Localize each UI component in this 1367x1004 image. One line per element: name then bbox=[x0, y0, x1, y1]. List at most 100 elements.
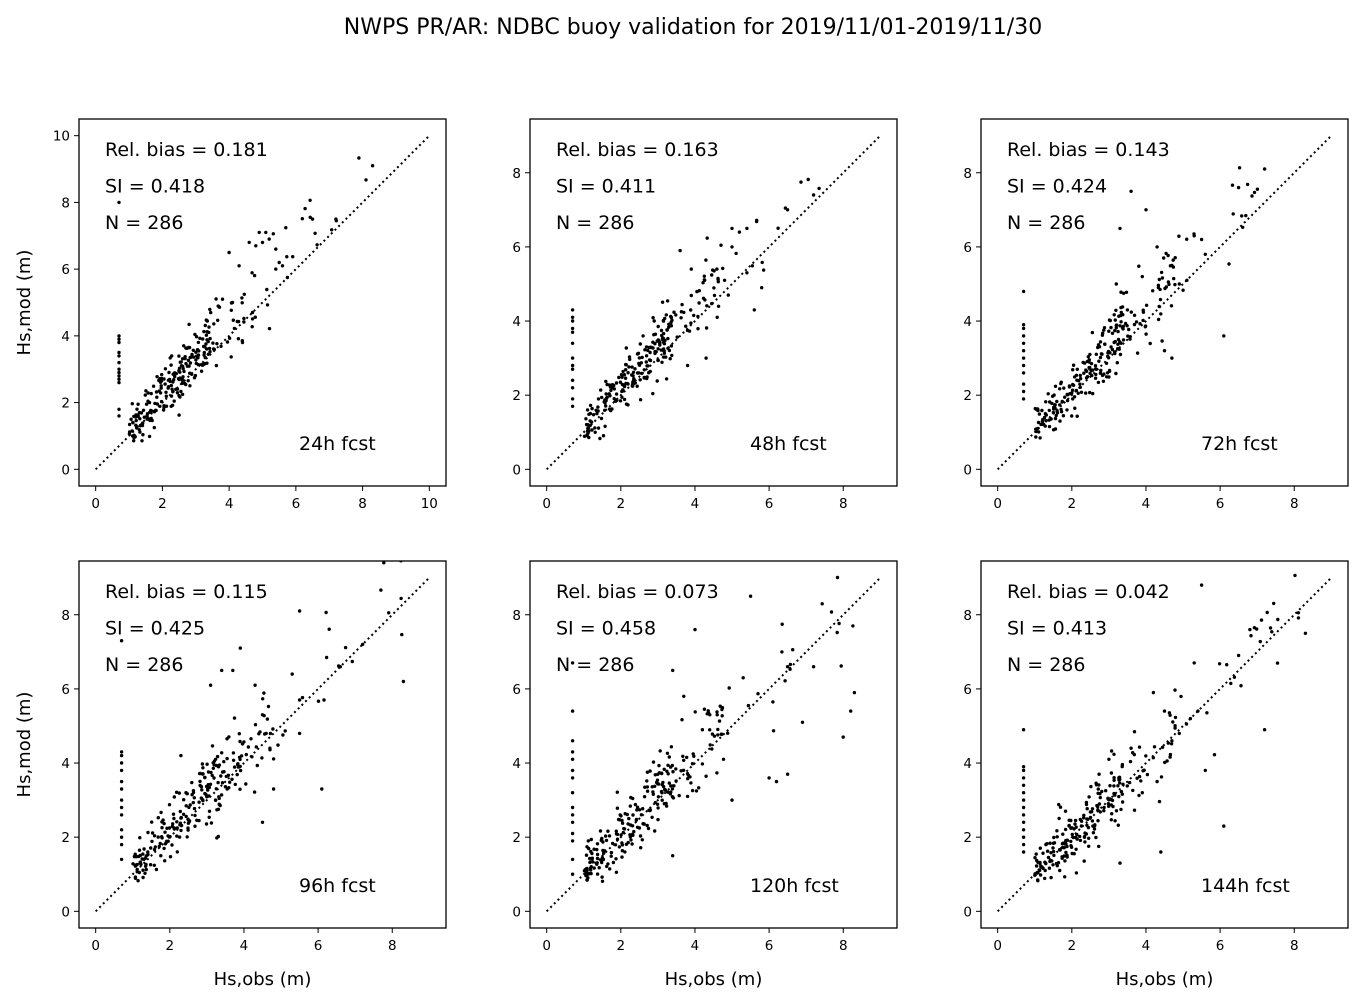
data-point bbox=[656, 817, 660, 822]
data-point bbox=[1054, 413, 1058, 418]
data-point bbox=[701, 281, 705, 285]
data-point bbox=[1034, 435, 1038, 439]
data-point bbox=[1085, 375, 1090, 379]
axes-frame bbox=[529, 118, 898, 487]
data-point bbox=[595, 842, 600, 846]
data-point bbox=[143, 864, 148, 868]
data-point bbox=[1067, 384, 1072, 389]
data-point bbox=[250, 310, 255, 315]
data-point bbox=[702, 707, 707, 711]
data-point bbox=[315, 243, 319, 247]
data-point bbox=[212, 776, 216, 780]
data-point bbox=[633, 367, 637, 371]
data-point bbox=[715, 771, 719, 775]
data-point bbox=[1137, 793, 1141, 798]
data-point bbox=[1072, 395, 1077, 399]
data-point bbox=[712, 286, 716, 290]
x-tick-label: 6 bbox=[314, 938, 323, 954]
data-point bbox=[1131, 788, 1135, 793]
data-point bbox=[660, 300, 665, 304]
data-point bbox=[179, 753, 183, 758]
data-point bbox=[267, 326, 272, 331]
data-point bbox=[1113, 819, 1117, 823]
data-point bbox=[1155, 245, 1159, 249]
data-point bbox=[290, 672, 294, 676]
axes-frame bbox=[529, 560, 898, 929]
data-point bbox=[627, 816, 631, 821]
data-point bbox=[1021, 289, 1026, 294]
data-point bbox=[1125, 784, 1130, 788]
data-point bbox=[1184, 722, 1189, 726]
data-point bbox=[1043, 868, 1047, 873]
stat-annotation: SI = 0.424 bbox=[1007, 176, 1107, 198]
data-point bbox=[666, 790, 670, 794]
data-point bbox=[693, 627, 697, 632]
data-point bbox=[811, 193, 816, 197]
data-point bbox=[214, 787, 218, 791]
data-point bbox=[156, 835, 160, 839]
data-point bbox=[1275, 661, 1280, 665]
data-point bbox=[670, 763, 674, 768]
data-point bbox=[1051, 863, 1055, 867]
data-point bbox=[637, 361, 641, 366]
data-point bbox=[316, 699, 321, 703]
data-point bbox=[198, 783, 202, 788]
data-point bbox=[1048, 841, 1052, 845]
data-point bbox=[600, 395, 604, 400]
data-point bbox=[215, 836, 219, 840]
data-point bbox=[255, 763, 259, 768]
data-point bbox=[711, 268, 715, 272]
data-point bbox=[1160, 276, 1165, 280]
data-point bbox=[1119, 290, 1123, 294]
data-point bbox=[639, 813, 644, 817]
data-point bbox=[1171, 720, 1175, 724]
data-point bbox=[1107, 804, 1111, 808]
data-point bbox=[1091, 824, 1095, 828]
data-point bbox=[645, 823, 649, 828]
data-point bbox=[680, 302, 684, 307]
data-point bbox=[585, 429, 590, 433]
data-point bbox=[1119, 310, 1124, 315]
x-axis-label: Hs,obs (m) bbox=[214, 969, 312, 990]
data-point bbox=[242, 316, 246, 321]
data-point bbox=[1044, 861, 1048, 866]
data-point bbox=[119, 761, 124, 765]
data-point bbox=[656, 324, 660, 329]
data-point bbox=[1058, 403, 1062, 407]
data-point bbox=[193, 824, 197, 828]
data-point bbox=[811, 665, 816, 669]
data-point bbox=[1021, 765, 1026, 769]
data-point bbox=[641, 807, 645, 811]
data-point bbox=[637, 356, 642, 360]
data-point bbox=[1021, 356, 1026, 360]
data-point bbox=[1043, 876, 1047, 881]
stat-annotation: Rel. bias = 0.143 bbox=[1007, 139, 1170, 161]
data-point bbox=[644, 360, 648, 364]
data-point bbox=[186, 379, 190, 383]
data-point bbox=[640, 355, 644, 360]
data-point bbox=[1038, 861, 1042, 866]
data-point bbox=[1109, 771, 1114, 775]
data-point bbox=[1225, 663, 1229, 667]
data-point bbox=[1091, 831, 1096, 835]
data-point bbox=[151, 384, 156, 388]
data-point bbox=[692, 313, 696, 318]
data-point bbox=[615, 806, 620, 810]
data-point bbox=[1167, 711, 1172, 715]
data-point bbox=[800, 720, 805, 724]
data-point bbox=[203, 775, 207, 780]
data-point bbox=[170, 354, 174, 358]
data-point bbox=[1021, 798, 1026, 802]
data-point bbox=[1141, 308, 1145, 312]
data-point bbox=[570, 386, 575, 390]
data-point bbox=[141, 408, 146, 412]
data-point bbox=[262, 691, 266, 695]
data-point bbox=[1079, 824, 1084, 828]
data-point bbox=[1115, 361, 1120, 365]
y-tick-label: 2 bbox=[512, 388, 521, 404]
data-point bbox=[1060, 842, 1065, 846]
data-point bbox=[246, 745, 251, 749]
data-point bbox=[140, 439, 144, 443]
data-point bbox=[570, 330, 575, 334]
data-point bbox=[1119, 789, 1124, 794]
